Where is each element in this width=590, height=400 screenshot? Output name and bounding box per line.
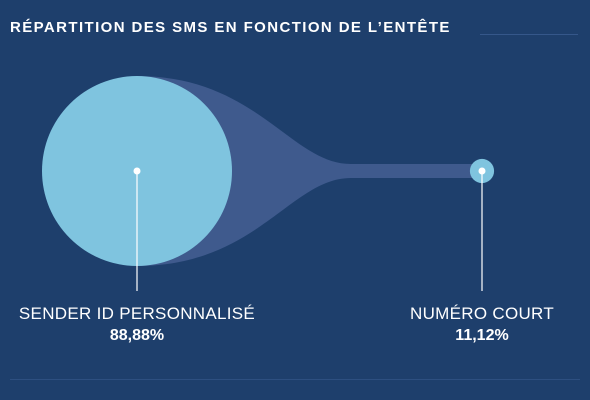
title-divider [480, 34, 578, 35]
label-numero-court: NUMÉRO COURT 11,12% [410, 304, 554, 345]
center-dot-numero-court [478, 167, 486, 175]
category-label: NUMÉRO COURT [409, 304, 555, 323]
connector-shape [137, 76, 482, 266]
value-label: 88,88% [109, 327, 165, 344]
bottom-divider [10, 379, 580, 380]
chart-title: RÉPARTITION DES SMS EN FONCTION DE L’ENT… [10, 19, 451, 36]
center-dot-sender-id [133, 167, 141, 175]
label-sender-id: SENDER ID PERSONNALISÉ 88,88% [19, 304, 255, 345]
category-label: SENDER ID PERSONNALISÉ [18, 304, 256, 323]
value-label: 11,12% [455, 327, 509, 344]
